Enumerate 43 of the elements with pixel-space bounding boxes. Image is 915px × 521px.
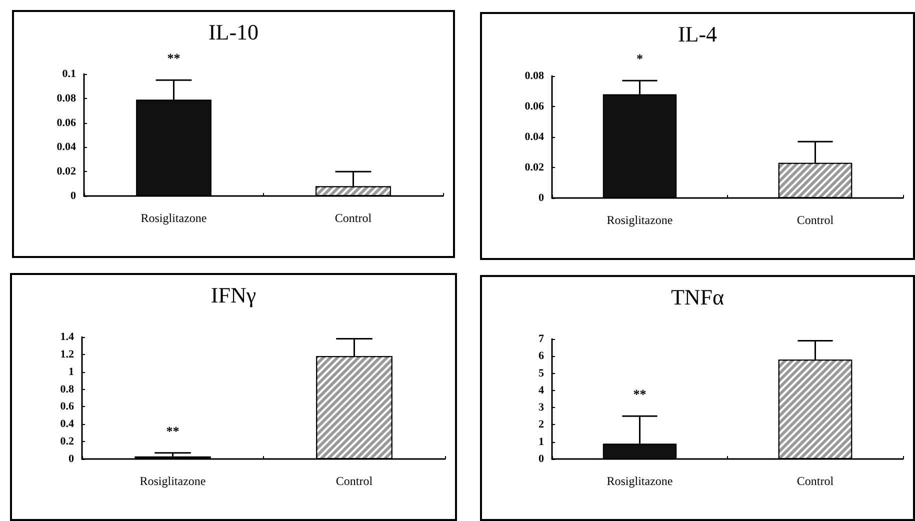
x-tick-label: Control [796, 474, 834, 488]
y-tick-label: 0.2 [60, 436, 74, 448]
y-tick-label: 1.4 [60, 331, 74, 343]
y-tick-label: 4 [538, 384, 544, 396]
y-tick-label: 0.02 [524, 162, 544, 174]
y-tick-label: 0.02 [56, 166, 76, 178]
annotation: ** [166, 423, 180, 438]
y-tick-label: 0.06 [56, 116, 76, 129]
y-tick-label: 0.1 [62, 68, 76, 80]
chart-title: TNFα [670, 284, 725, 310]
chart-title: IFNγ [210, 282, 256, 308]
y-tick-label: 0 [538, 453, 544, 465]
x-tick-label: Control [796, 213, 834, 227]
chart-title: IL-10 [208, 20, 259, 44]
x-tick-label: Control [334, 211, 372, 225]
x-tick-label: Rosiglitazone [140, 211, 207, 225]
y-tick-label: 2 [538, 418, 544, 431]
text: ** [167, 50, 180, 66]
y-tick-label: 3 [538, 402, 544, 414]
y-tick-label: 0.6 [60, 400, 74, 413]
y-tick-label: 0.04 [524, 131, 544, 143]
y-tick-label: 1 [538, 436, 544, 448]
annotation: ** [633, 386, 646, 402]
y-tick-label: 7 [538, 333, 544, 345]
x-tick-label: Rosiglitazone [606, 474, 673, 488]
x-tick-label: Rosiglitazone [140, 474, 206, 488]
y-tick-label: 0.8 [60, 383, 74, 396]
text: * [636, 51, 643, 66]
y-tick-label: 1 [68, 366, 74, 378]
y-tick-label: 5 [538, 367, 544, 380]
y-tick-label: 0 [68, 453, 74, 465]
y-tick-label: 0 [538, 192, 544, 204]
y-tick-label: 0.08 [56, 92, 76, 104]
x-tick-label: Control [336, 474, 374, 488]
y-tick-label: 6 [538, 350, 544, 362]
y-tick-label: 0.04 [56, 141, 76, 154]
y-tick-label: 0.4 [60, 418, 74, 430]
y-tick-label: 0.06 [524, 100, 544, 112]
y-tick-label: 0 [70, 190, 76, 202]
x-tick-label: Rosiglitazone [606, 213, 673, 227]
y-tick-label: 0.08 [524, 70, 544, 82]
chart-title: IL-4 [678, 22, 718, 46]
y-tick-label: 1.2 [60, 348, 74, 360]
